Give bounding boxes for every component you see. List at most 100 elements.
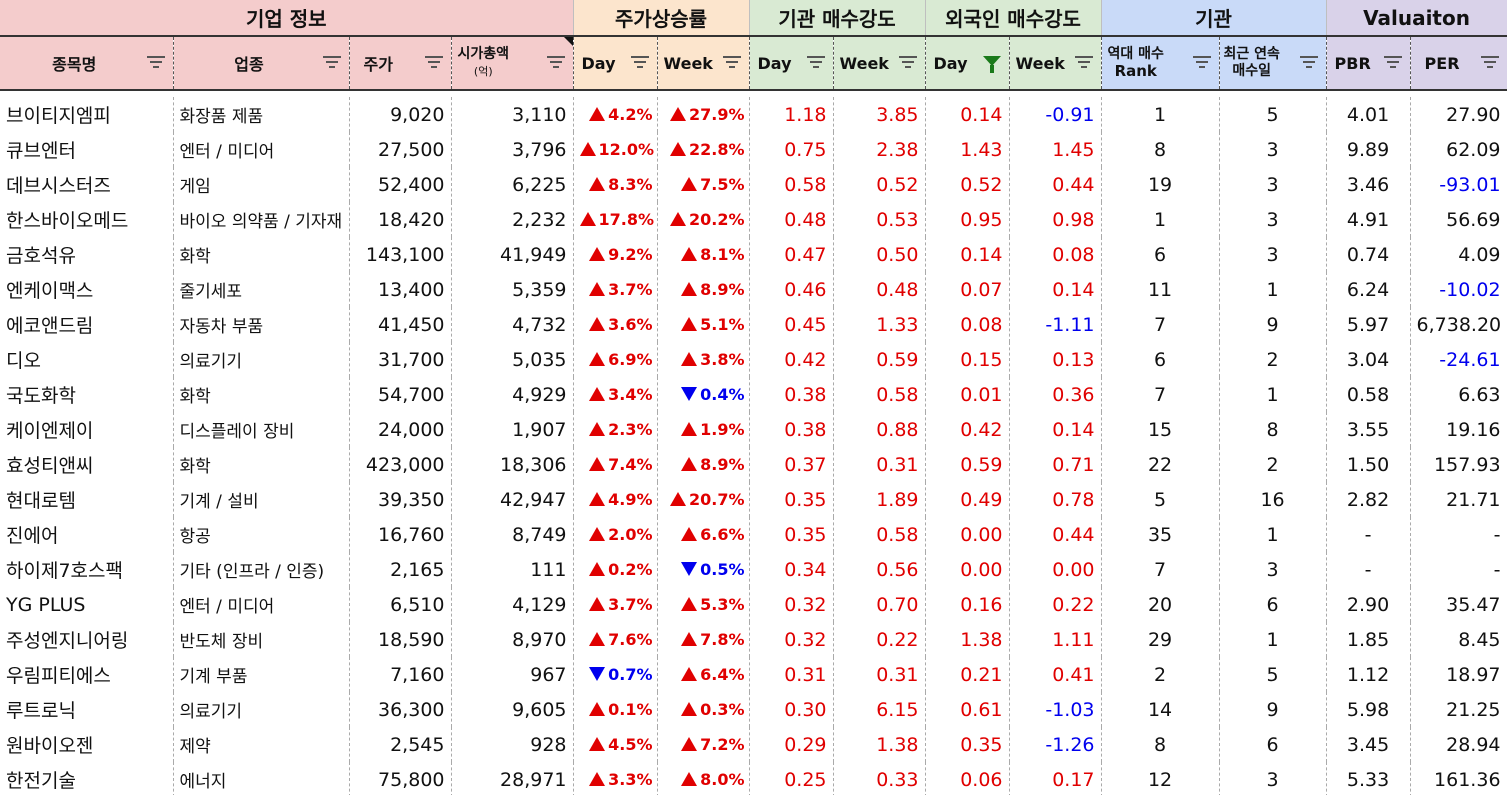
cell-pbr[interactable]: 3.04 [1326, 342, 1411, 377]
cell-iWeek[interactable]: 0.52 [833, 167, 926, 202]
table-row[interactable]: 현대로템 기계 / 설비 39,350 42,947 4.9% 20.7% 0.35 1.89… [0, 482, 1507, 517]
cell-fDay[interactable]: 0.14 [925, 237, 1010, 272]
cell-rank[interactable]: 12 [1101, 762, 1220, 795]
table-row[interactable]: 루트로닉 의료기기 36,300 9,605 0.1% 0.3% 0.30 6.15 0.61-… [0, 692, 1507, 727]
cell-iDay[interactable]: 0.32 [749, 622, 834, 657]
cell-fWeek[interactable]: 0.14 [1009, 272, 1102, 307]
cell-cap[interactable]: 42,947 [451, 482, 574, 517]
filter-icon[interactable] [146, 56, 165, 70]
cell-wPct[interactable]: 20.7% [657, 482, 750, 517]
cell-cap[interactable]: 28,971 [451, 762, 574, 795]
cell-per[interactable]: -24.61 [1410, 342, 1507, 377]
col-name-header[interactable]: 종목명 [0, 35, 174, 91]
cell-dPct[interactable]: 12.0% [573, 132, 658, 167]
cell-name[interactable]: 하이제7호스팩 [0, 552, 174, 587]
cell-fWeek[interactable]: 0.41 [1009, 657, 1102, 692]
cell-wPct[interactable]: 22.8% [657, 132, 750, 167]
cell-per[interactable]: - [1410, 552, 1507, 587]
cell-streak[interactable]: 1 [1219, 622, 1327, 657]
cell-cap[interactable]: 18,306 [451, 447, 574, 482]
cell-cap[interactable]: 1,907 [451, 412, 574, 447]
col-foreign-week-header[interactable]: Week [1009, 35, 1102, 91]
cell-wPct[interactable]: 6.6% [657, 517, 750, 552]
cell-pbr[interactable]: - [1326, 517, 1411, 552]
cell-industry[interactable]: 에너지 [173, 762, 350, 795]
cell-iWeek[interactable]: 0.59 [833, 342, 926, 377]
filter-icon[interactable] [1192, 56, 1211, 70]
cell-industry[interactable]: 자동차 부품 [173, 307, 350, 342]
cell-price[interactable]: 39,350 [349, 482, 452, 517]
cell-per[interactable]: 56.69 [1410, 202, 1507, 237]
cell-fWeek[interactable]: 1.45 [1009, 132, 1102, 167]
cell-industry[interactable]: 기계 / 설비 [173, 482, 350, 517]
cell-wPct[interactable]: 8.9% [657, 272, 750, 307]
cell-streak[interactable]: 6 [1219, 727, 1327, 762]
cell-per[interactable]: 6,738.20 [1410, 307, 1507, 342]
table-row[interactable]: 국도화학 화학 54,700 4,929 3.4% 0.4% 0.38 0.58 0.01 0.3… [0, 377, 1507, 412]
cell-iWeek[interactable]: 1.33 [833, 307, 926, 342]
cell-dPct[interactable]: 0.1% [573, 692, 658, 727]
cell-fWeek[interactable]: 0.71 [1009, 447, 1102, 482]
cell-name[interactable]: 효성티앤씨 [0, 447, 174, 482]
cell-fDay[interactable]: 0.00 [925, 552, 1010, 587]
cell-rank[interactable]: 22 [1101, 447, 1220, 482]
cell-wPct[interactable]: 8.0% [657, 762, 750, 795]
table-row[interactable]: 하이제7호스팩 기타 (인프라 / 인증) 2,165 111 0.2% 0.5% 0.34… [0, 552, 1507, 587]
cell-dPct[interactable]: 0.2% [573, 552, 658, 587]
cell-streak[interactable]: 2 [1219, 447, 1327, 482]
cell-wPct[interactable]: 0.5% [657, 552, 750, 587]
cell-fWeek[interactable]: -1.03 [1009, 692, 1102, 727]
cell-per[interactable]: - [1410, 517, 1507, 552]
cell-fDay[interactable]: 0.42 [925, 412, 1010, 447]
table-row[interactable]: 우림피티에스 기계 부품 7,160 967 0.7% 6.4% 0.31 0.31 0.21 0… [0, 657, 1507, 692]
cell-streak[interactable]: 2 [1219, 342, 1327, 377]
cell-iWeek[interactable]: 0.58 [833, 517, 926, 552]
cell-industry[interactable]: 화학 [173, 447, 350, 482]
cell-fWeek[interactable]: 0.44 [1009, 167, 1102, 202]
cell-pbr[interactable]: 0.74 [1326, 237, 1411, 272]
filter-icon[interactable] [546, 56, 565, 70]
col-rise-week-header[interactable]: Week [657, 35, 750, 91]
table-row[interactable]: 브이티지엠피 화장품 제품 9,020 3,110 4.2% 27.9% 1.18 3.85 0… [0, 97, 1507, 132]
cell-fWeek[interactable]: 0.13 [1009, 342, 1102, 377]
cell-industry[interactable]: 의료기기 [173, 342, 350, 377]
cell-wPct[interactable]: 3.8% [657, 342, 750, 377]
table-row[interactable]: 한스바이오메드 바이오 의약품 / 기자재 18,420 2,232 17.8% 20.2… [0, 202, 1507, 237]
cell-per[interactable]: 19.16 [1410, 412, 1507, 447]
cell-dPct[interactable]: 4.5% [573, 727, 658, 762]
cell-iWeek[interactable]: 0.31 [833, 657, 926, 692]
cell-name[interactable]: YG PLUS [0, 587, 174, 622]
cell-dPct[interactable]: 2.3% [573, 412, 658, 447]
cell-iDay[interactable]: 0.42 [749, 342, 834, 377]
cell-pbr[interactable]: 3.46 [1326, 167, 1411, 202]
cell-streak[interactable]: 9 [1219, 307, 1327, 342]
cell-wPct[interactable]: 7.8% [657, 622, 750, 657]
cell-industry[interactable]: 반도체 장비 [173, 622, 350, 657]
cell-iDay[interactable]: 0.35 [749, 517, 834, 552]
cell-price[interactable]: 423,000 [349, 447, 452, 482]
cell-cap[interactable]: 3,110 [451, 97, 574, 132]
col-pbr-header[interactable]: PBR [1326, 35, 1411, 91]
cell-iDay[interactable]: 0.25 [749, 762, 834, 795]
cell-name[interactable]: 디오 [0, 342, 174, 377]
cell-wPct[interactable]: 7.2% [657, 727, 750, 762]
cell-industry[interactable]: 화장품 제품 [173, 97, 350, 132]
cell-pbr[interactable]: 2.82 [1326, 482, 1411, 517]
cell-streak[interactable]: 16 [1219, 482, 1327, 517]
cell-price[interactable]: 18,420 [349, 202, 452, 237]
cell-wPct[interactable]: 20.2% [657, 202, 750, 237]
col-rank-header[interactable]: 역대 매수 Rank [1101, 35, 1220, 91]
cell-name[interactable]: 엔케이맥스 [0, 272, 174, 307]
cell-fWeek[interactable]: 0.00 [1009, 552, 1102, 587]
cell-wPct[interactable]: 5.3% [657, 587, 750, 622]
cell-rank[interactable]: 6 [1101, 342, 1220, 377]
cell-rank[interactable]: 15 [1101, 412, 1220, 447]
cell-name[interactable]: 케이엔제이 [0, 412, 174, 447]
cell-iDay[interactable]: 0.58 [749, 167, 834, 202]
cell-iWeek[interactable]: 0.33 [833, 762, 926, 795]
cell-industry[interactable]: 제약 [173, 727, 350, 762]
table-row[interactable]: 디오 의료기기 31,700 5,035 6.9% 3.8% 0.42 0.59 0.15 0.1… [0, 342, 1507, 377]
table-row[interactable]: 진에어 항공 16,760 8,749 2.0% 6.6% 0.35 0.58 0.00 0.44… [0, 517, 1507, 552]
cell-fWeek[interactable]: 0.14 [1009, 412, 1102, 447]
cell-cap[interactable]: 5,359 [451, 272, 574, 307]
